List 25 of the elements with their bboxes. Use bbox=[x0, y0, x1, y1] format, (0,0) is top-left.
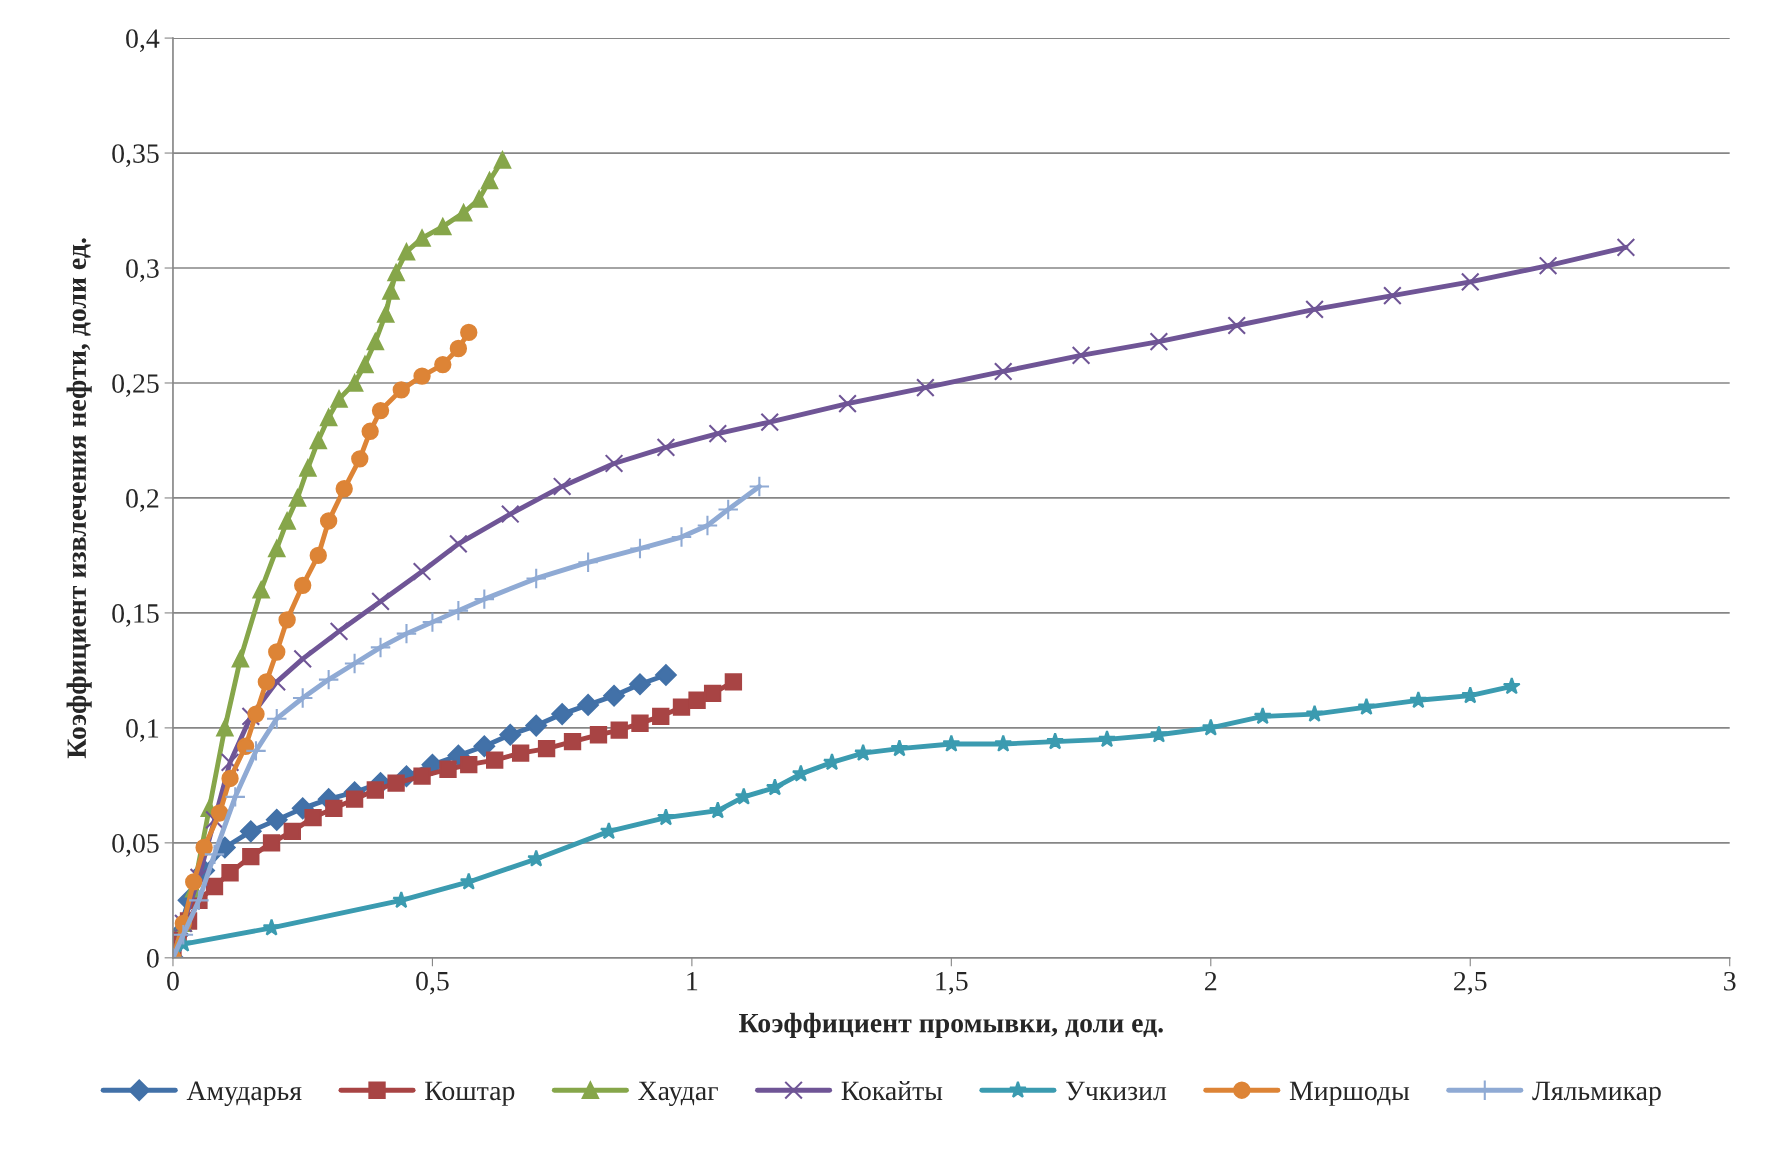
y-tick-label: 0 bbox=[146, 948, 159, 968]
x-tick-label: 2,5 bbox=[1454, 971, 1487, 995]
y-tick-label: 0,2 bbox=[126, 489, 159, 512]
y-tick-label: 0,3 bbox=[126, 259, 159, 282]
legend-label: Хаудаг bbox=[638, 1081, 718, 1106]
legend-label: Кокайты bbox=[841, 1080, 943, 1101]
x-tick-label: 1,5 bbox=[936, 971, 968, 995]
x-tick-label: 1 bbox=[687, 971, 698, 991]
legend-label: Коштар bbox=[425, 1081, 515, 1106]
x-tick-label: 3 bbox=[1724, 971, 1736, 991]
x-tick-label: 0,5 bbox=[416, 971, 449, 995]
y-tick-label: 0,1 bbox=[126, 719, 159, 742]
y-tick-label: 0,05 bbox=[112, 834, 159, 857]
y-tick-label: 0,4 bbox=[126, 29, 160, 52]
legend-label: Амударья bbox=[186, 1081, 302, 1106]
x-axis-title: Коэффициент промывки, доли ед. bbox=[739, 1012, 1163, 1039]
x-tick-label: 0 bbox=[167, 971, 179, 991]
x-tick-label: 2 bbox=[1205, 971, 1217, 991]
y-axis-title: Коэффициент извлечения нефти, доли ед. bbox=[66, 238, 92, 759]
legend-label: Ляльмикар bbox=[1532, 1081, 1661, 1106]
legend-label: Учкизил bbox=[1066, 1081, 1167, 1101]
y-tick-label: 0,15 bbox=[112, 604, 159, 627]
y-tick-label: 0,35 bbox=[112, 144, 159, 167]
legend-label: Миршоды bbox=[1289, 1081, 1410, 1106]
y-tick-label: 0,25 bbox=[112, 374, 159, 397]
